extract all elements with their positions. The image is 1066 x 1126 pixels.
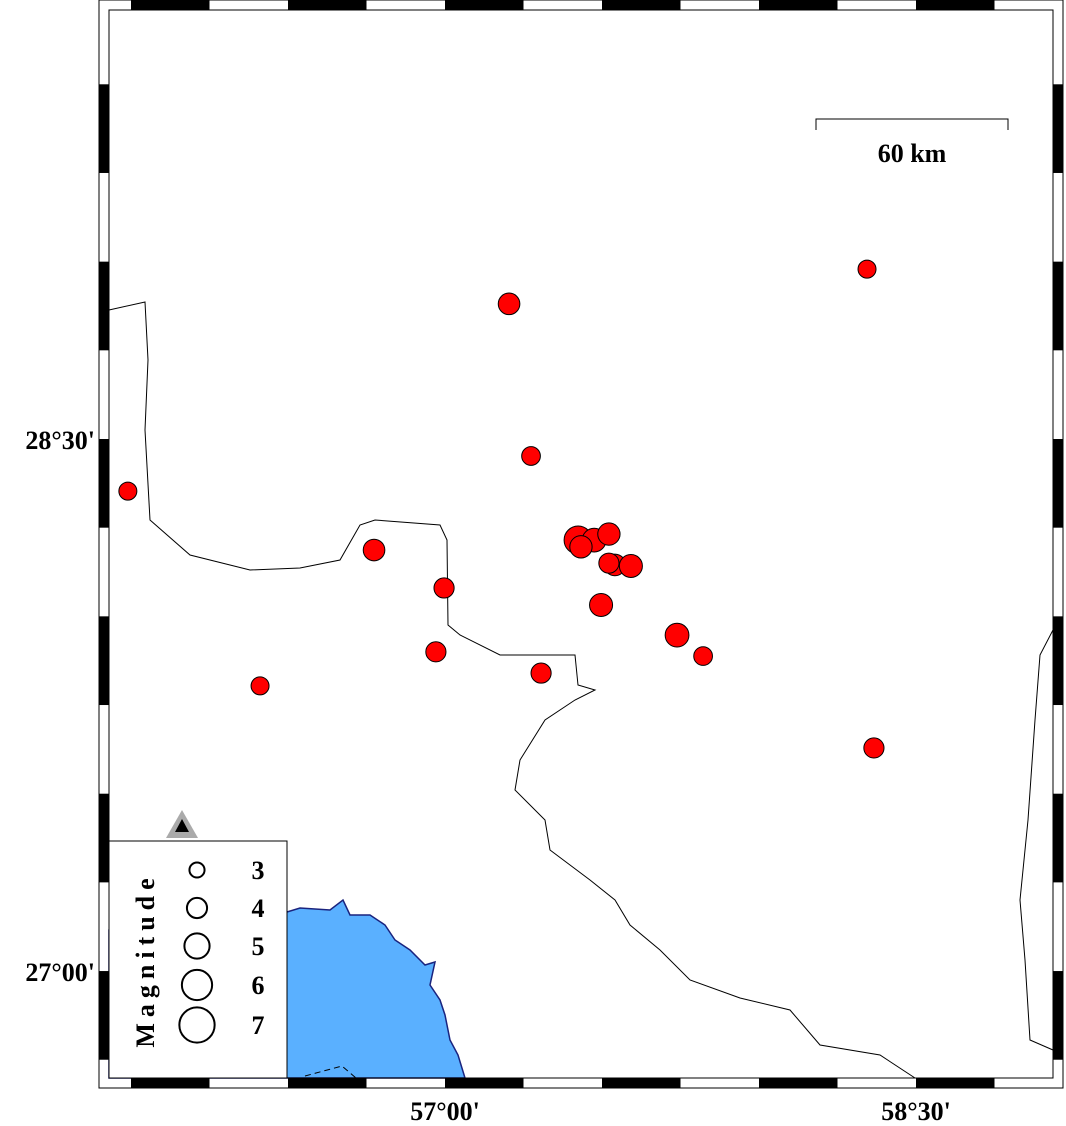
boundary-dashed	[304, 1065, 357, 1079]
frame-segment	[131, 0, 210, 10]
event-circle	[618, 553, 643, 579]
event-circle	[589, 592, 614, 618]
legend-label: 3	[252, 856, 265, 885]
event-circle	[664, 622, 690, 648]
frame-segment	[99, 616, 109, 706]
frame-segment	[759, 0, 838, 10]
frame-segment	[131, 1078, 210, 1088]
frame-segment	[1053, 971, 1063, 1060]
border-line	[108, 301, 916, 1079]
axis-labels: 57°00' 58°30' 28°30' 27°00'	[25, 426, 950, 1126]
seismic-station	[166, 810, 198, 838]
event-circle	[693, 646, 713, 666]
event-circle	[569, 535, 593, 559]
frame-segment	[1053, 84, 1063, 173]
frame-segment	[1053, 439, 1063, 528]
longitude-tick-label: 57°00'	[410, 1097, 480, 1126]
event-circle	[863, 737, 885, 759]
legend-circle	[188, 861, 206, 879]
frame-segment	[445, 1078, 524, 1088]
event-circle	[362, 538, 386, 562]
legend-circle	[180, 968, 214, 1002]
legend-circle	[185, 896, 209, 920]
event-circle	[598, 552, 620, 574]
event-circle	[497, 292, 521, 316]
event-circle	[530, 662, 552, 684]
legend: Magnitude 3 4 5 6 7	[108, 840, 288, 1079]
station-triangle-icon	[175, 819, 189, 832]
earthquake-events	[118, 259, 885, 759]
event-circle	[597, 522, 621, 546]
latitude-tick-label: 27°00'	[25, 958, 95, 987]
frame-segment	[288, 0, 367, 10]
frame-segment	[1053, 616, 1063, 706]
frame-segment	[445, 0, 524, 10]
frame-segment	[99, 84, 109, 173]
frame-inner	[108, 9, 1054, 1079]
event-circle	[250, 676, 270, 696]
event-circle	[425, 641, 447, 663]
frame-segment	[916, 1078, 995, 1088]
frame-segment	[288, 1078, 367, 1088]
map-frame	[98, 0, 1064, 1089]
scale-bar: 60 km	[815, 118, 1009, 168]
frame-segment	[1053, 793, 1063, 883]
frame-segment	[99, 971, 109, 1060]
frame-segment	[759, 1078, 838, 1088]
legend-label: 7	[252, 1011, 265, 1040]
legend-title: Magnitude	[131, 872, 160, 1047]
province-borders	[108, 301, 1054, 1079]
event-circle	[857, 259, 877, 279]
frame-outer	[98, 0, 1064, 1089]
legend-label: 5	[252, 932, 265, 961]
event-circle	[521, 446, 541, 466]
frame-segment	[602, 1078, 681, 1088]
frame-segment	[99, 439, 109, 528]
frame-segment	[1053, 261, 1063, 351]
scale-bar-label: 60 km	[878, 139, 947, 168]
event-circle	[433, 577, 455, 599]
frame-segment	[602, 0, 681, 10]
frame-segment	[99, 261, 109, 351]
legend-circle	[183, 932, 211, 960]
frame-segment	[916, 0, 995, 10]
longitude-tick-label: 58°30'	[881, 1097, 951, 1126]
event-circle	[118, 481, 138, 501]
legend-circle	[178, 1006, 216, 1044]
scale-bar-line	[815, 118, 1009, 130]
latitude-tick-label: 28°30'	[25, 426, 95, 455]
border-line-east	[1019, 629, 1054, 1051]
frame-segment	[99, 793, 109, 883]
legend-label: 4	[252, 894, 265, 923]
legend-label: 6	[252, 971, 265, 1000]
